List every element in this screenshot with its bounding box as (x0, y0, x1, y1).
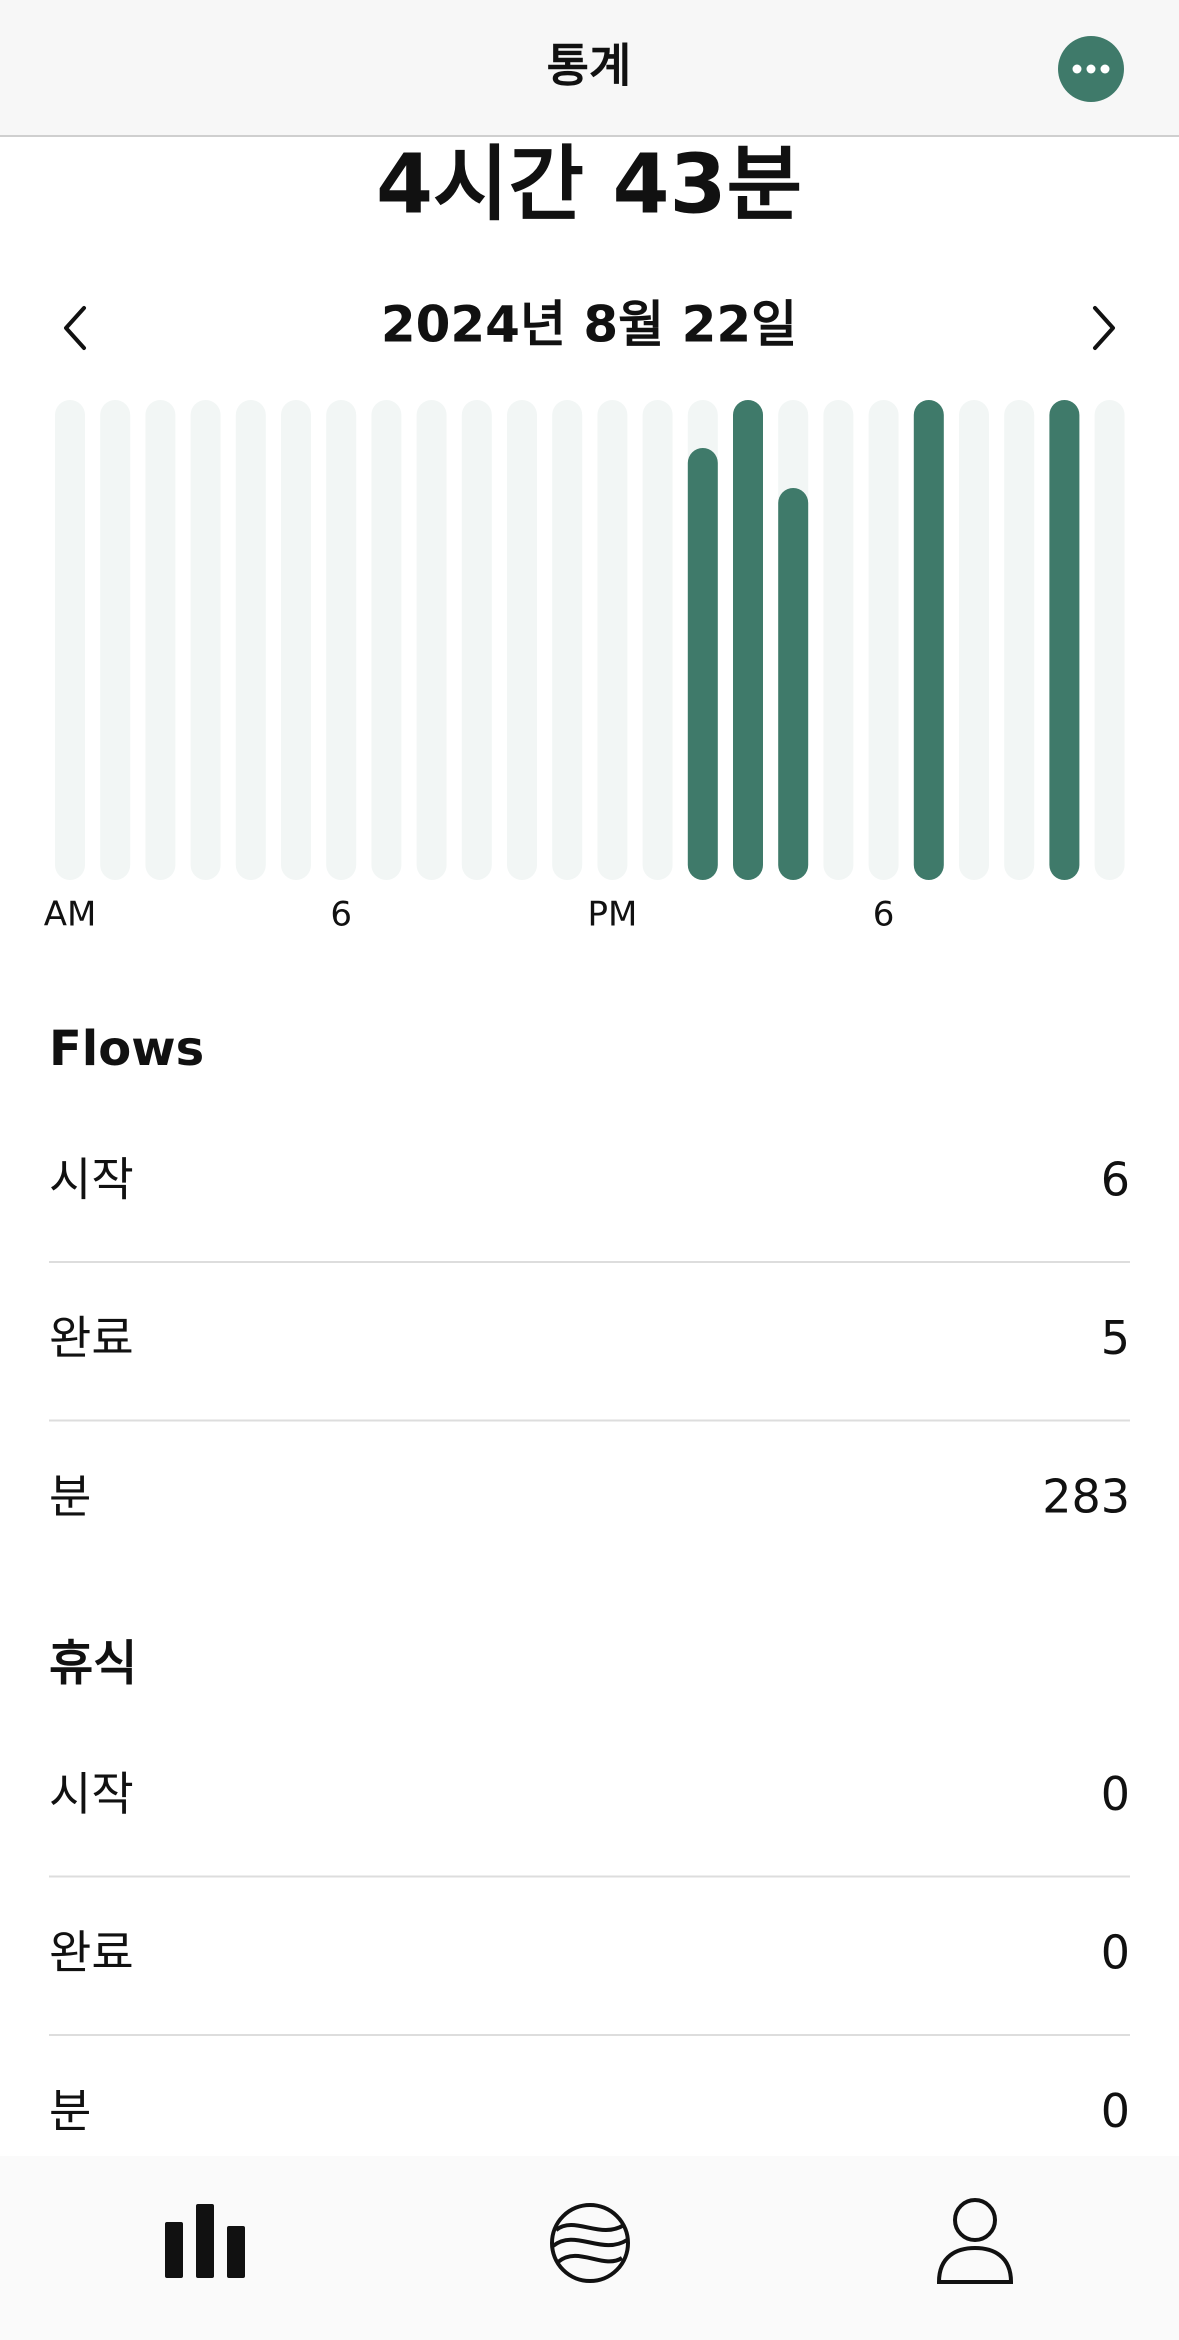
hour-chart: AM 6 PM 6 (44, 400, 1125, 935)
next-day[interactable] (1093, 306, 1115, 350)
bar-track (326, 400, 357, 880)
bar-track (235, 400, 266, 880)
bar-track (1004, 400, 1035, 880)
bar-track (145, 400, 176, 880)
row-label: 완료 (49, 1926, 134, 1980)
bar-track (55, 400, 85, 880)
section-title: Flows (49, 1021, 204, 1077)
x-tick-label: PM (587, 895, 637, 935)
bar-track (642, 400, 673, 880)
row-value: 0 (1101, 2084, 1130, 2138)
row-label: 분 (49, 1470, 91, 1524)
bar (733, 400, 763, 880)
row-value: 283 (1042, 1470, 1130, 1524)
bar-track (190, 400, 221, 880)
x-tick-label: 6 (873, 895, 895, 935)
bar-track (100, 400, 131, 880)
row-label: 분 (49, 2084, 91, 2138)
date-label: 2024년 8월 22일 (381, 296, 797, 354)
tab-profile[interactable] (936, 2198, 1014, 2284)
bar (1049, 400, 1080, 880)
row-label: 시작 (49, 1767, 134, 1821)
tab-stats[interactable] (165, 2204, 245, 2278)
bar-track (281, 400, 311, 880)
bar-track (1094, 400, 1125, 880)
tab-flow[interactable] (550, 2203, 630, 2283)
bar-track (597, 400, 628, 880)
row-value: 0 (1101, 1767, 1130, 1821)
bar-track (868, 400, 899, 880)
bar-track (959, 400, 989, 880)
section-title: 휴식 (49, 1636, 137, 1692)
header-bar (0, 0, 1179, 136)
bar-track (823, 400, 854, 880)
bar-track (416, 400, 447, 880)
bar-track (552, 400, 583, 880)
prev-day[interactable] (64, 306, 86, 350)
x-tick-label: AM (44, 895, 97, 935)
bar-track (461, 400, 492, 880)
bar-track (371, 400, 402, 880)
summary-total: 4시간 43분 (376, 137, 802, 232)
header-title: 통계 (547, 39, 632, 93)
bar (778, 488, 809, 880)
more-button[interactable] (1058, 36, 1124, 102)
bar (913, 400, 944, 880)
bar (687, 448, 718, 880)
bar-track (507, 400, 537, 880)
row-label: 완료 (49, 1311, 134, 1365)
row-value: 5 (1101, 1311, 1130, 1365)
x-tick-label: 6 (330, 895, 352, 935)
row-label: 시작 (49, 1153, 134, 1207)
row-value: 0 (1101, 1926, 1130, 1980)
row-value: 6 (1101, 1153, 1130, 1207)
